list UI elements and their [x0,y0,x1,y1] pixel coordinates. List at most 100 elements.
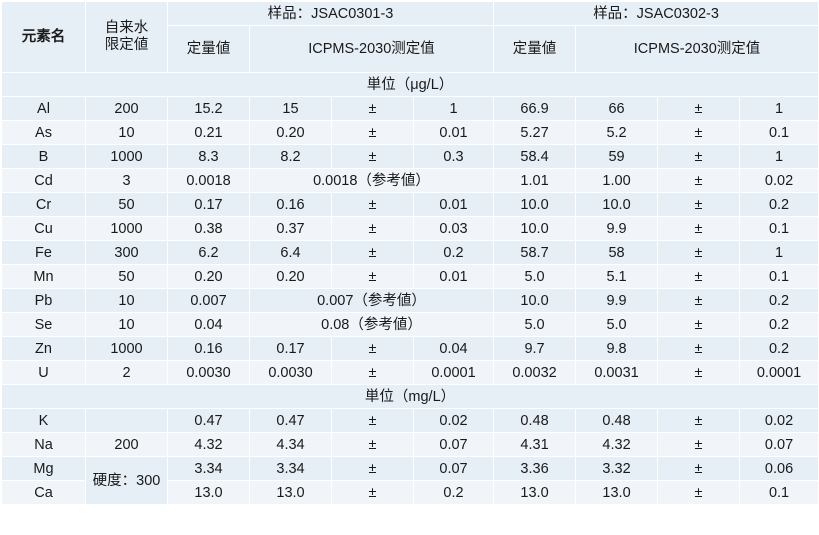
plus-minus-cell: ± [657,120,741,145]
sample2-quant-cell: 9.7 [493,336,577,361]
plus-minus-cell: ± [657,240,741,265]
sample2-uncertainty-cell: 0.2 [739,192,819,217]
sample1-measured-cell: 13.0 [249,480,332,505]
sample2-measured-cell: 66 [575,96,659,121]
limit-cell: 2 [85,360,168,385]
sample1-quant-header: 定量値 [167,25,250,73]
unit-row-ugl: 単位（μg/L） [0,72,819,97]
sample1-uncertainty-cell: 0.01 [412,192,495,217]
table-row: Zn 1000 0.16 0.17 ±0.04 9.7 9.8 ±0.2 [1,336,819,361]
sample1-uncertainty-cell: 0.04 [412,336,495,361]
element-cell: Fe [1,240,86,265]
sample1-quant-cell: 0.0018 [167,168,250,193]
limit-cell: 300 [85,240,168,265]
table-row: As 10 0.21 0.20 ±0.01 5.27 5.2 ±0.1 [1,120,819,145]
sample1-reference-cell: 0.007（参考値） [248,288,495,313]
element-cell: Se [1,312,86,337]
limit-header-line1: 自来水 [104,20,149,36]
table-row: Cr 50 0.17 0.16 ±0.01 10.0 10.0 ±0.2 [1,192,819,217]
limit-cell: 1000 [85,144,168,169]
plus-minus-cell: ± [331,336,414,361]
table-row: Mn 50 0.20 0.20 ±0.01 5.0 5.1 ±0.1 [1,264,819,289]
table-row: Cd 3 0.0018 0.0018（参考値） 1.01 1.00 ±0.02 [1,168,819,193]
sample1-quant-cell: 8.3 [167,144,250,169]
limit-cell: 10 [85,288,168,313]
sample1-quant-cell: 0.17 [167,192,250,217]
header-row-2: 定量値 ICPMS-2030测定值 定量値 ICPMS-2030测定值 [2,25,819,73]
sample2-uncertainty-cell: 0.1 [739,120,819,145]
sample2-uncertainty-cell: 0.07 [739,432,819,457]
sample1-quant-cell: 0.04 [167,312,250,337]
table-row: Pb 10 0.007 0.007（参考値） 10.0 9.9 ±0.2 [1,288,819,313]
sample2-measured-cell: 4.32 [575,432,659,457]
sample1-quant-cell: 0.16 [167,336,250,361]
sample2-quant-cell: 3.36 [493,456,577,481]
plus-minus-cell: ± [331,432,414,457]
sample2-quant-cell: 10.0 [493,216,577,241]
element-cell: Mg [1,456,86,481]
limit-cell: 50 [85,192,168,217]
table-row: U 2 0.0030 0.0030 ±0.0001 0.0032 0.0031 ±0.0001 [1,360,819,385]
sample1-uncertainty-cell: 1 [412,96,495,121]
sample2-measured-cell: 5.1 [575,264,659,289]
sample2-uncertainty-cell: 1 [739,144,819,169]
limit-cell: 200 [85,432,168,457]
plus-minus-cell: ± [331,240,414,265]
plus-minus-cell: ± [657,480,741,505]
element-cell: Al [1,96,86,121]
limit-cell: 3 [85,168,168,193]
plus-minus-cell: ± [657,168,741,193]
sample1-measured-cell: 3.34 [249,456,332,481]
table-row: Fe 300 6.2 6.4 ±0.2 58.7 58 ±1 [1,240,819,265]
sample1-quant-cell: 0.21 [167,120,250,145]
sample2-measured-cell: 3.32 [575,456,659,481]
table-row: Na 200 4.32 4.34 ±0.07 4.31 4.32 ±0.07 [1,432,819,457]
sample2-uncertainty-cell: 0.2 [739,288,819,313]
sample2-measured-cell: 0.0031 [575,360,659,385]
sample1-uncertainty-cell: 0.01 [412,120,495,145]
sample1-uncertainty-cell: 0.07 [412,456,495,481]
sample1-measured-cell: 8.2 [249,144,332,169]
limit-cell: 1000 [85,336,168,361]
sample2-measured-cell: 9.8 [575,336,659,361]
limit-cell: 1000 [85,216,168,241]
sample2-quant-cell: 10.0 [493,192,577,217]
sample2-quant-cell: 0.48 [493,408,577,433]
sample1-uncertainty-cell: 0.0001 [412,360,495,385]
table-row: Se 10 0.04 0.08（参考値） 5.0 5.0 ±0.2 [1,312,819,337]
sample1-measured-cell: 0.47 [249,408,332,433]
sample2-uncertainty-cell: 0.1 [739,216,819,241]
sample2-quant-cell: 10.0 [493,288,577,313]
table-row: Al 200 15.2 15 ±1 66.9 66 ±1 [1,96,819,121]
sample2-quant-cell: 0.0032 [493,360,577,385]
sample2-uncertainty-cell: 0.02 [739,408,819,433]
element-cell: Na [1,432,86,457]
tap-water-limit-header: 自来水 限定値 [85,1,168,73]
sample2-quant-cell: 4.31 [493,432,577,457]
limit-cell: 10 [85,120,168,145]
element-cell: B [1,144,86,169]
plus-minus-cell: ± [657,192,741,217]
hardness-cell: 硬度：300 [85,456,168,505]
element-cell: K [1,408,86,433]
sample1-measured-cell: 4.34 [249,432,332,457]
table-row: B 1000 8.3 8.2 ±0.3 58.4 59 ±1 [1,144,819,169]
plus-minus-cell: ± [331,120,414,145]
plus-minus-cell: ± [657,408,741,433]
sample2-quant-cell: 5.0 [493,312,577,337]
sample1-measured-cell: 0.20 [249,120,332,145]
header-row-1: 元素名 自来水 限定値 样品：JSAC0301-3 样品：JSAC0302-3 [1,1,819,73]
sample2-measured-cell: 5.0 [575,312,659,337]
sample1-quant-cell: 0.007 [167,288,250,313]
sample2-header: 样品：JSAC0302-3 [493,1,819,26]
sample2-quant-cell: 58.7 [493,240,577,265]
element-name-header: 元素名 [1,1,86,73]
sample2-measured-cell: 0.48 [575,408,659,433]
sample1-measured-cell: 0.0030 [249,360,332,385]
sample2-uncertainty-cell: 0.0001 [739,360,819,385]
plus-minus-cell: ± [657,360,741,385]
plus-minus-cell: ± [657,96,741,121]
sample2-quant-cell: 66.9 [493,96,577,121]
sample1-reference-cell: 0.08（参考値） [248,312,495,337]
plus-minus-cell: ± [331,264,414,289]
